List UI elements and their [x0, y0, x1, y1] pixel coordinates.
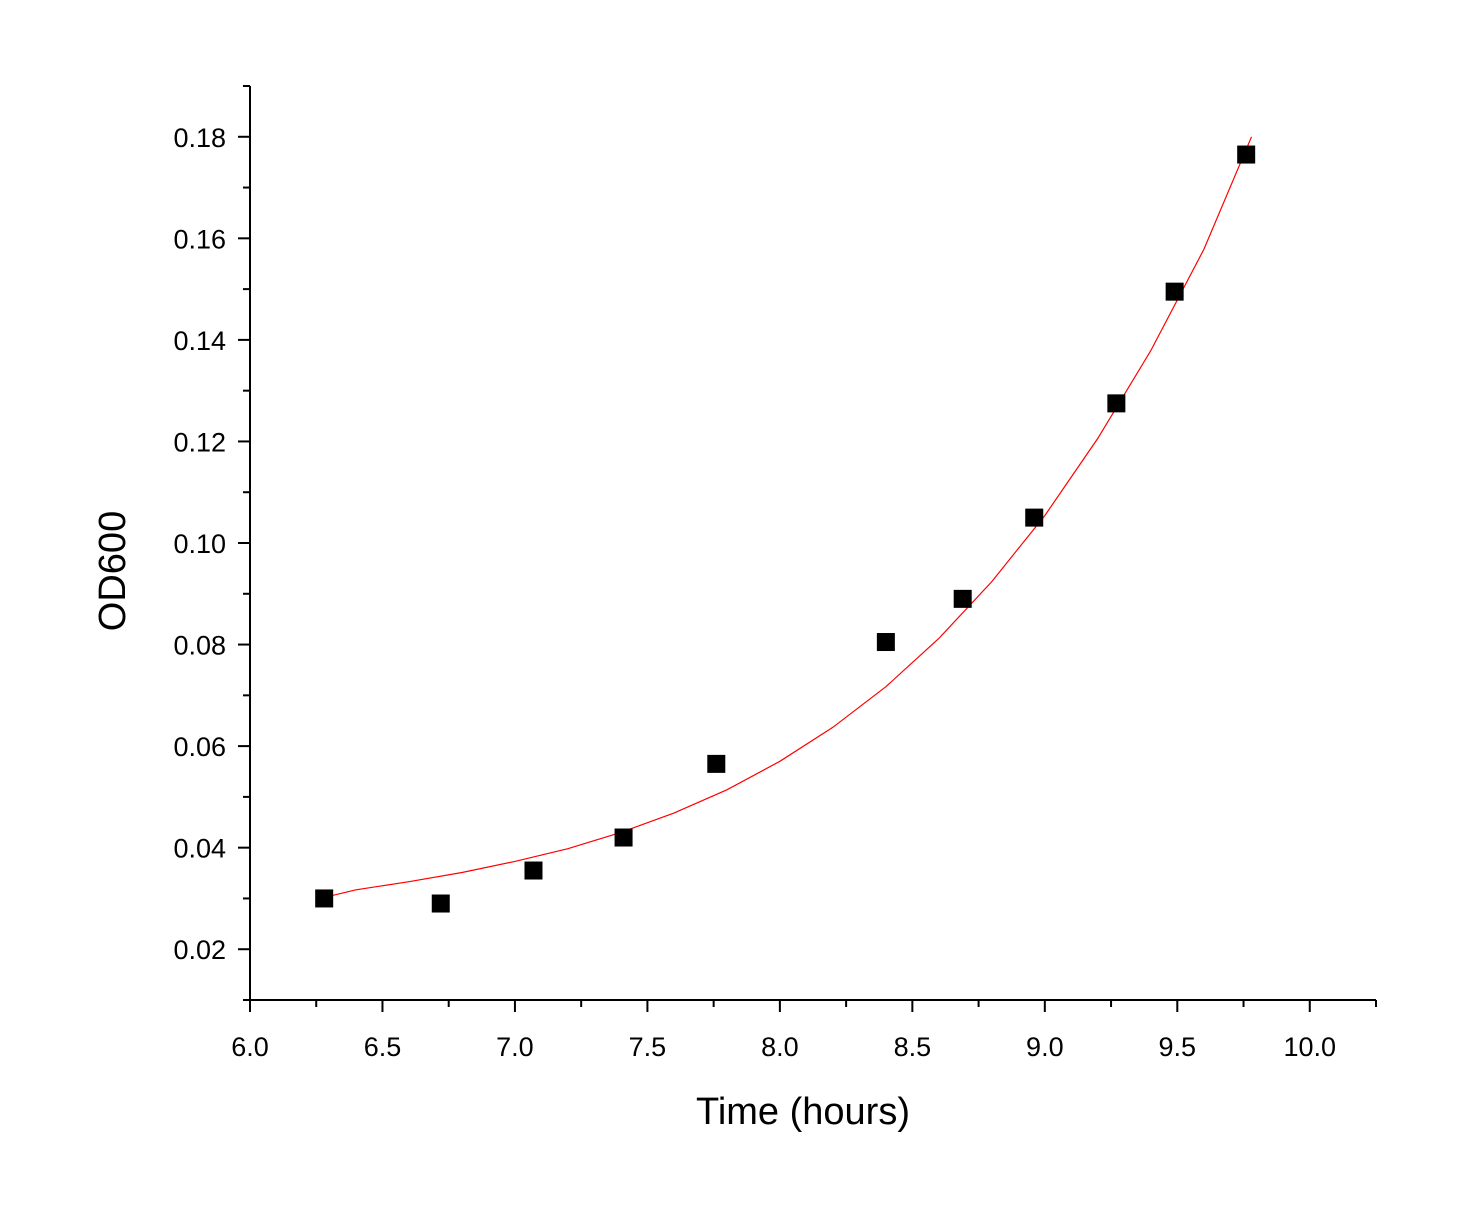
data-point — [1107, 394, 1126, 413]
y-axis-title: OD600 — [92, 511, 134, 631]
y-tick-label: 0.04 — [173, 834, 226, 864]
x-tick-label: 8.0 — [761, 1032, 799, 1062]
x-tick-label: 7.0 — [496, 1032, 534, 1062]
y-tick-label: 0.02 — [173, 935, 226, 965]
data-point — [953, 589, 972, 608]
data-point — [614, 828, 633, 847]
data-points-layer — [315, 145, 1256, 913]
data-point — [1025, 508, 1044, 527]
labels: Time (hours) OD600 — [92, 511, 910, 1133]
data-point — [431, 894, 450, 913]
x-axis-title: Time (hours) — [696, 1091, 910, 1133]
x-tick-label: 10.0 — [1283, 1032, 1336, 1062]
x-tick-label: 7.5 — [629, 1032, 667, 1062]
y-tick-label: 0.18 — [173, 123, 226, 153]
data-point — [1237, 145, 1256, 164]
x-tick-label: 6.5 — [364, 1032, 402, 1062]
x-tick-label: 6.0 — [231, 1032, 269, 1062]
x-tick-label: 9.0 — [1026, 1032, 1064, 1062]
y-tick-label: 0.06 — [173, 732, 226, 762]
y-tick-label: 0.08 — [173, 631, 226, 661]
y-tick-label: 0.14 — [173, 326, 226, 356]
x-tick-label: 9.5 — [1159, 1032, 1197, 1062]
data-point — [315, 889, 334, 908]
y-tick-label: 0.16 — [173, 224, 226, 254]
axes: 6.0 6.5 7.0 7.5 8.0 8.5 9.0 9.5 10.0 0.02 0.04 0.06… — [173, 85, 1377, 1062]
x-tick-label: 8.5 — [894, 1032, 932, 1062]
y-tick-label: 0.12 — [173, 427, 226, 457]
data-point — [876, 633, 895, 652]
data-point — [524, 861, 543, 880]
y-tick-label: 0.10 — [173, 529, 226, 559]
fit-curve — [324, 136, 1253, 898]
fit-curve-layer — [324, 136, 1253, 898]
data-point — [707, 754, 726, 773]
data-point — [1165, 282, 1184, 301]
